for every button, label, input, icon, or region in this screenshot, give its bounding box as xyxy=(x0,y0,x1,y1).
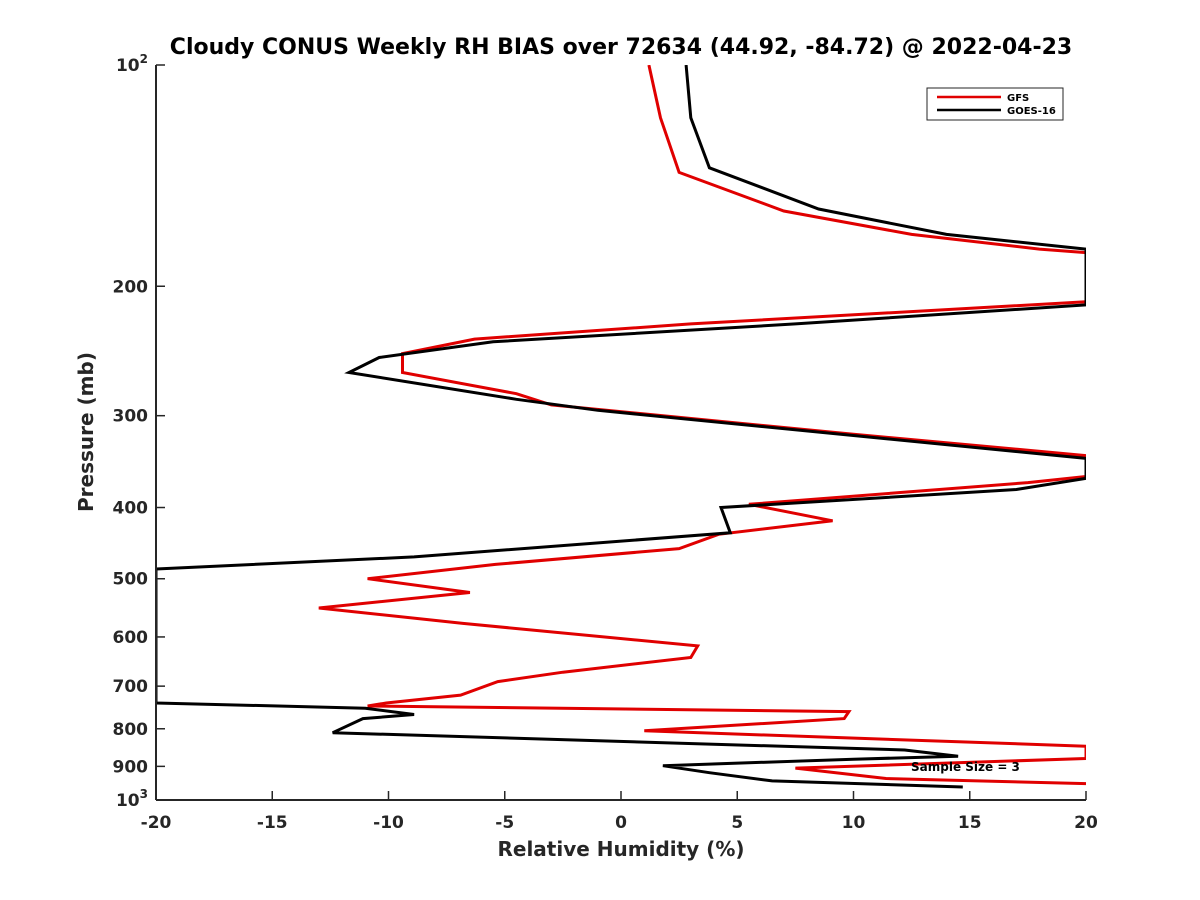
y-tick-label: 900 xyxy=(113,757,149,777)
chart-title: Cloudy CONUS Weekly RH BIAS over 72634 (… xyxy=(170,35,1072,60)
legend-label-goes16: GOES-16 xyxy=(1007,106,1056,117)
legend-label-gfs: GFS xyxy=(1007,93,1029,104)
plot-area xyxy=(155,65,1086,801)
y-tick-label: 102 xyxy=(116,52,148,76)
series-line-goes16 xyxy=(156,65,1086,789)
legend-box xyxy=(926,87,1064,121)
x-tick-label: 0 xyxy=(615,813,627,833)
x-tick-label: 20 xyxy=(1074,813,1098,833)
x-axis-label: Relative Humidity (%) xyxy=(497,837,744,861)
x-tick-label: 10 xyxy=(842,813,866,833)
x-tick-label: 5 xyxy=(731,813,743,833)
y-tick-label: 400 xyxy=(113,499,149,519)
series-layer xyxy=(156,65,1086,789)
x-tick-label: -10 xyxy=(373,813,404,833)
plot-background xyxy=(156,65,1086,800)
x-tick-label: -20 xyxy=(141,813,172,833)
y-tick-label: 300 xyxy=(113,407,149,427)
sample-size-annotation: Sample Size = 3 xyxy=(911,760,1020,774)
x-tick-label: -5 xyxy=(495,813,514,833)
y-axis-ticks: 102 200 300 400 500 600 700 800 900 103 xyxy=(113,52,165,811)
y-axis-label: Pressure (mb) xyxy=(74,352,98,512)
y-tick-label: 500 xyxy=(113,570,149,590)
y-tick-label: 800 xyxy=(113,720,149,740)
series-line-gfs xyxy=(318,65,1086,786)
x-axis-ticks: -20 -15 -10 -5 0 5 10 15 20 xyxy=(141,791,1098,833)
y-tick-label: 600 xyxy=(113,628,149,648)
y-tick-label: 700 xyxy=(113,677,149,697)
y-tick-label: 103 xyxy=(116,787,148,811)
x-tick-label: -15 xyxy=(257,813,288,833)
legend: GFS GOES-16 xyxy=(926,87,1064,121)
x-tick-label: 15 xyxy=(958,813,982,833)
y-tick-label: 200 xyxy=(113,277,149,297)
